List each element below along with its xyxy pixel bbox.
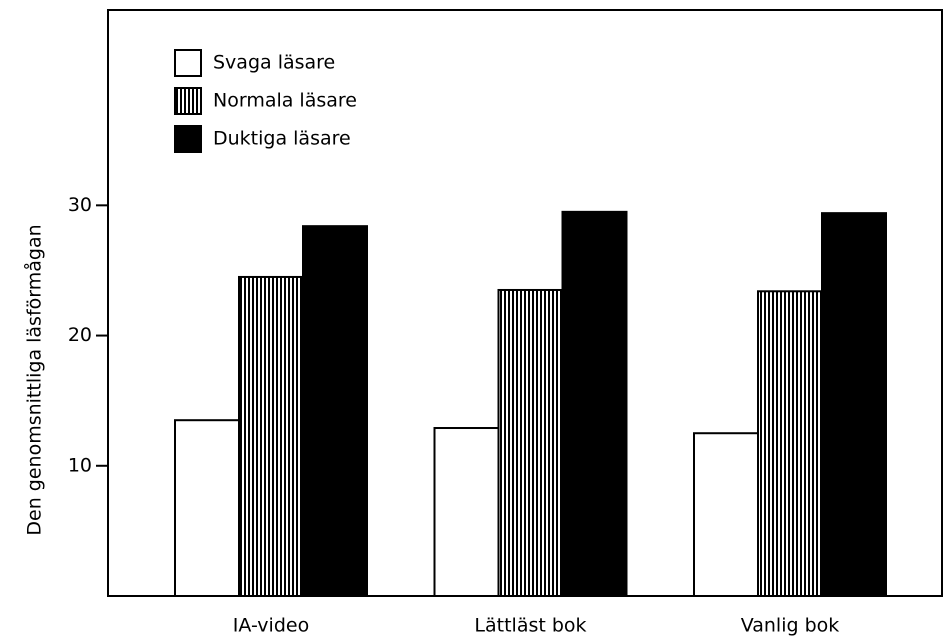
bar (238, 275, 304, 597)
legend-swatch (174, 49, 202, 77)
bar (497, 288, 564, 597)
legend-label: Svaga läsare (213, 52, 335, 74)
legend-swatch (174, 125, 202, 153)
legend-label: Normala läsare (213, 90, 357, 112)
y-tick-label: 20 (68, 324, 92, 346)
y-tick-label: 30 (68, 194, 92, 216)
legend-label: Duktiga läsare (213, 128, 351, 150)
legend-swatch (174, 87, 202, 115)
bar (693, 432, 759, 597)
bar (302, 225, 368, 597)
bar (433, 427, 500, 597)
x-tick-label: Vanlig bok (741, 615, 840, 637)
bar (561, 210, 628, 597)
x-tick-label: IA-video (233, 615, 309, 637)
bar (821, 212, 887, 597)
y-tick-label: 10 (68, 454, 92, 476)
bar (757, 290, 823, 597)
bar (174, 419, 240, 598)
y-axis-label: Den genomsnittliga läsförmågan (23, 224, 46, 535)
x-tick-label: Lättläst bok (474, 615, 586, 637)
